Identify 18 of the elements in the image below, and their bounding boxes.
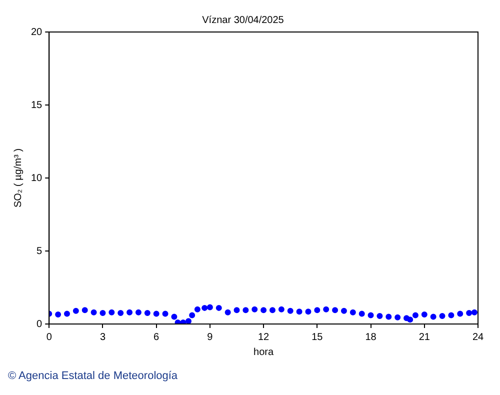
y-tick-label: 5	[36, 246, 43, 257]
x-tick-label: 9	[207, 332, 214, 343]
x-tick-label: 12	[258, 332, 270, 343]
chart-title: Víznar 30/04/2025	[202, 14, 284, 26]
x-tick-label: 15	[312, 332, 324, 343]
y-axis-title: SO₂ ( µg/m³ )	[12, 148, 24, 208]
y-tick-label: 0	[36, 318, 43, 330]
x-axis-title: hora	[254, 346, 274, 358]
x-tick-label: 24	[472, 332, 484, 343]
x-tick-label: 6	[154, 332, 160, 343]
x-tick-label: 21	[418, 332, 430, 343]
y-tick-label: 10	[31, 172, 43, 184]
y-tick-label: 20	[31, 26, 43, 38]
y-tick-label: 15	[31, 100, 43, 111]
x-tick-label: 0	[46, 332, 52, 343]
x-tick-label: 18	[365, 332, 377, 343]
x-tick-label: 3	[100, 332, 106, 343]
text: © Agencia Estatal de Meteorología	[8, 370, 179, 382]
